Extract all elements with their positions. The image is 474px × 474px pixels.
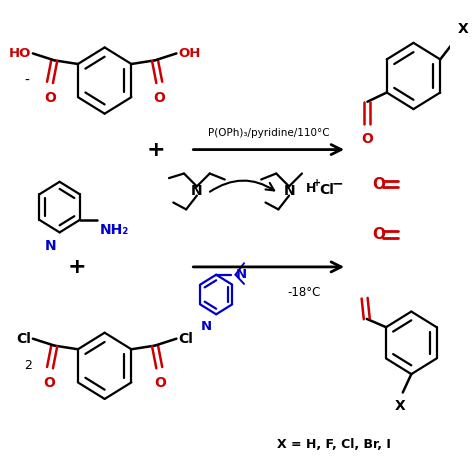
Text: O: O	[154, 376, 166, 390]
Text: O: O	[43, 376, 55, 390]
Text: N: N	[191, 184, 203, 198]
Text: O: O	[362, 132, 374, 146]
Text: -: -	[25, 73, 29, 88]
Text: −: −	[332, 177, 344, 191]
Text: -18°C: -18°C	[287, 286, 320, 299]
Text: N: N	[283, 184, 295, 198]
Text: O: O	[153, 91, 165, 105]
Text: OH: OH	[179, 47, 201, 60]
Text: P(OPh)₃/pyridine/110°C: P(OPh)₃/pyridine/110°C	[208, 128, 329, 138]
Text: NH₂: NH₂	[100, 223, 128, 237]
Text: N: N	[236, 268, 246, 281]
Text: Cl: Cl	[16, 332, 31, 346]
Text: Cl: Cl	[319, 182, 334, 197]
Text: +: +	[147, 139, 165, 160]
Text: O: O	[373, 227, 386, 242]
Text: X = H, F, Cl, Br, I: X = H, F, Cl, Br, I	[277, 438, 391, 451]
Text: H: H	[306, 182, 317, 195]
Text: N: N	[45, 239, 56, 253]
Text: 2: 2	[25, 359, 32, 373]
Text: X: X	[457, 22, 468, 36]
Text: X: X	[395, 400, 406, 413]
Text: O: O	[373, 177, 386, 191]
Text: +: +	[313, 178, 321, 188]
Text: Cl: Cl	[179, 332, 193, 346]
Text: N: N	[201, 320, 212, 333]
Text: +: +	[67, 257, 86, 277]
Text: HO: HO	[9, 47, 31, 60]
Text: O: O	[44, 91, 56, 105]
